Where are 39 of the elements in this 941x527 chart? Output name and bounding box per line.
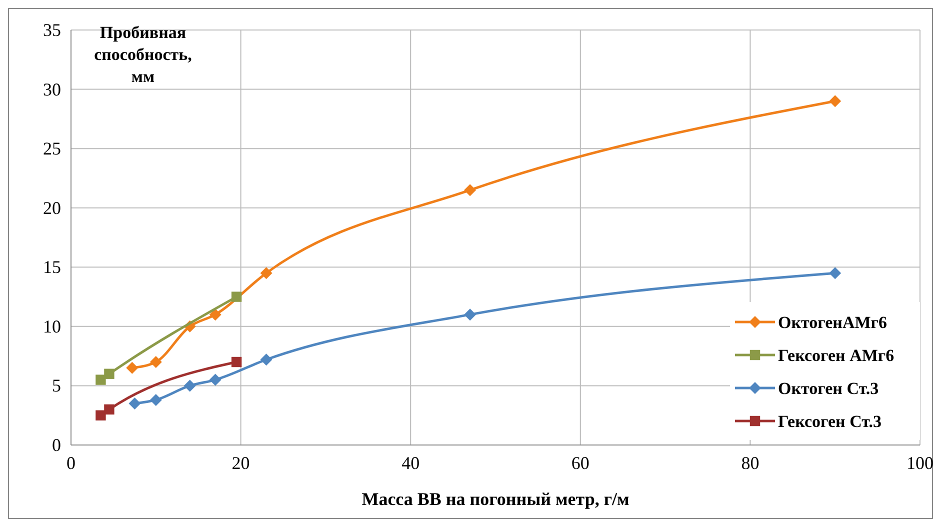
- legend-label: Гексоген АМг6: [778, 346, 894, 365]
- y-tick-label: 5: [52, 376, 61, 396]
- point: [231, 292, 242, 302]
- legend-label: Гексоген Ст.3: [778, 412, 882, 431]
- y-tick-label: 35: [43, 20, 61, 40]
- point: [128, 398, 141, 410]
- x-tick-label: 80: [741, 453, 760, 473]
- point: [96, 374, 106, 385]
- point: [184, 380, 196, 392]
- point: [126, 362, 138, 374]
- point: [209, 308, 222, 321]
- x-axis-title: Масса ВВ на погонный метр, г/м: [362, 489, 630, 509]
- y-tick-label: 30: [43, 79, 61, 100]
- point: [464, 184, 476, 196]
- y-tick-label: 25: [43, 138, 61, 159]
- point: [96, 410, 106, 420]
- point: [829, 95, 842, 108]
- y-tick-label: 20: [43, 198, 61, 218]
- point: [150, 356, 162, 368]
- point: [104, 368, 114, 379]
- point: [260, 354, 272, 366]
- point: [104, 404, 114, 415]
- x-tick-label: 100: [906, 453, 934, 473]
- y-tick-label: 15: [43, 257, 61, 278]
- point: [231, 356, 242, 368]
- point: [150, 394, 162, 406]
- x-tick-label: 20: [232, 453, 250, 473]
- y-tick-label: 10: [43, 316, 61, 336]
- point: [260, 267, 272, 280]
- x-tick-label: 40: [402, 453, 420, 473]
- point: [829, 267, 842, 280]
- legend-label: ОктогенАМг6: [778, 313, 888, 332]
- x-tick-label: 0: [66, 453, 76, 473]
- y-tick-label: 0: [52, 435, 61, 455]
- point: [464, 308, 476, 321]
- legend-label: Октоген Ст.3: [778, 379, 879, 398]
- y-axis-title: Пробивная способность, мм: [94, 23, 192, 86]
- x-tick-label: 60: [571, 453, 590, 473]
- point: [209, 374, 222, 386]
